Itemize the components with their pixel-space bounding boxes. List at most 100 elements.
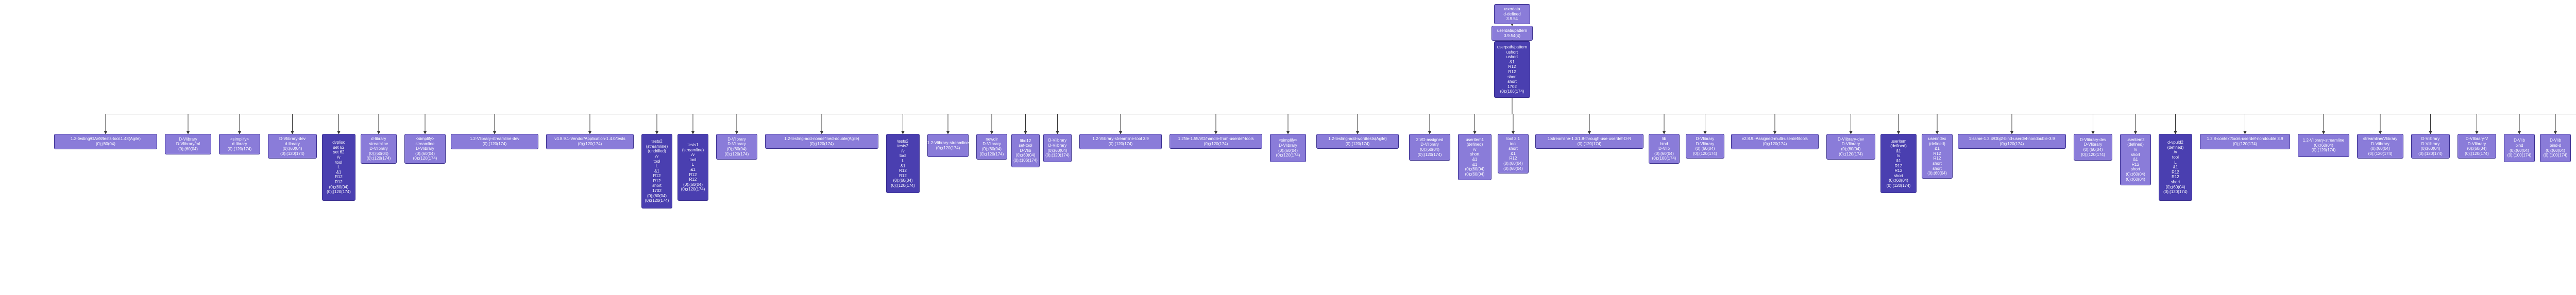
node-text: 1.2.8-context/tools-userdef-nondouble 3.… — [2207, 136, 2283, 142]
node-text: L — [902, 159, 904, 164]
node-text: (streamline) — [682, 148, 704, 153]
node-text: R12 — [335, 180, 343, 185]
node-text: (0);(60(04) — [283, 146, 302, 151]
node-text: D-Vlibrary — [369, 146, 388, 151]
node-text: (0);(120(174) — [1839, 152, 1863, 157]
node-text: 1.2-Vlibrary-streamline-dev — [470, 136, 519, 142]
tree-node: d-vpuld2(defined)/vtoolL&1R12R12short(0)… — [2159, 134, 2192, 201]
node-text: set 62 — [333, 150, 345, 155]
node-text: D-Vlibrary — [2084, 142, 2103, 147]
node-text: R12 — [899, 168, 907, 173]
node-text: streamline — [416, 142, 435, 147]
node-text: ushort — [1506, 50, 1518, 55]
tree-node: tool 3.1toolshort&1R12(0);(60(04)(0);(60… — [1498, 134, 1529, 173]
node-text: (0);(120(174) — [280, 151, 304, 157]
node-text: 3.9.54(4) — [1504, 33, 1520, 39]
node-text: (0);(120(174) — [1045, 153, 1070, 158]
node-text: short — [1470, 152, 1480, 157]
node-text: R12 — [1934, 151, 1941, 157]
node-text: D-Vlib — [1658, 146, 1670, 151]
node-text: (0);(60(04) — [2370, 146, 2390, 151]
node-text: (defined) — [2167, 145, 2184, 150]
tree-node: 1.2-Vlibrary-streamline-tool 3.9(0);(120… — [1079, 134, 1162, 149]
node-text: D-Vlibrary-dev — [1838, 137, 1864, 142]
node-text: D-Vlibrary — [1048, 143, 1067, 148]
node-text: R12 — [653, 179, 661, 184]
node-text: R12 — [1934, 156, 1941, 161]
node-text: (0);(120(174) — [1578, 142, 1602, 147]
tree-node: libbindD-Vlib(0);(60(04)(0);(100(174) — [1649, 134, 1680, 164]
node-text: set-tool — [1019, 143, 1032, 148]
node-text: (streamline) — [646, 144, 668, 149]
tree-node: 2.VD-assignedD-Vlibrary(0);(60(04)(0);(1… — [1409, 134, 1450, 161]
node-text: short — [2131, 152, 2140, 158]
node-text: (0);(120(174) — [681, 187, 705, 192]
node-text: &1 — [1896, 159, 1901, 164]
node-text: streamline — [369, 142, 388, 147]
node-text: D-Vlibrary — [2421, 142, 2440, 147]
node-text: <simplify> — [230, 137, 249, 142]
node-text: tool — [690, 158, 697, 163]
tree-node: dvpliscset 62set 62/vtoolL&1R12R12(0);(6… — [322, 134, 355, 201]
node-text: (0);(60(04) — [727, 147, 747, 152]
node-text: d-library — [371, 136, 386, 142]
node-text: useritem1 — [1466, 137, 1484, 143]
node-text: set 62 — [333, 145, 345, 150]
node-text: (0);(100(174) — [2507, 153, 2532, 158]
node-text: (0);(60(04) — [1889, 178, 1908, 183]
tree-node: D-Vlibrary-devd-library(0);(60(04)(0);(1… — [268, 134, 317, 159]
node-text: (defined) — [1929, 142, 1945, 147]
tree-node: useritem(defined)&1/v&1R12R12short(0);(6… — [1880, 134, 1917, 193]
node-text: (0);(120(174) — [725, 152, 749, 157]
tree-node: 1.2-testing-add-nondefined-double(Agile)… — [765, 134, 878, 149]
tree-node: D-VlibraryD-Vlibrary(0);(60(04)(0);(120(… — [1686, 134, 1724, 159]
node-text: (0);(120(174) — [2465, 151, 2489, 157]
node-text: (0);(60(04) — [1420, 147, 1439, 152]
node-text: (0);(60(04) — [2510, 148, 2529, 153]
node-text: (0);(120(174) — [936, 146, 960, 151]
node-text: &1 — [1472, 157, 1478, 162]
node-text: (0);(120(174) — [891, 183, 915, 188]
node-text: short — [2131, 167, 2140, 172]
node-text: (0);(60(04) — [2467, 146, 2487, 151]
node-text: (0);(120(174) — [2233, 142, 2257, 147]
node-text: tool — [900, 153, 906, 159]
tree-node: D-VlibraryD-Vlibrary(0);(60(04)(0);(120(… — [1043, 134, 1072, 162]
node-text: R12 — [1895, 164, 1903, 169]
tree-node: 1.2.8-context/tools-userdef-nondouble 3.… — [2200, 134, 2290, 149]
node-text: (0);(60(04) — [1503, 161, 1523, 166]
node-text: /v — [1897, 153, 1900, 159]
node-text: userdata/pattern — [1497, 28, 1527, 33]
node-text: (0);(100(174) — [1652, 156, 1676, 161]
node-text: (0);(60(04) — [2166, 185, 2185, 190]
tree-node: 1.2-Vlibrary-streamline(0);(60(04)(0);(1… — [2298, 134, 2349, 157]
node-text: 1.2-Vlibrary-streamline-tool 3.9 — [1092, 136, 1148, 142]
tree-node: D-Vlibbind(0);(60(04)(0);(100(174) — [2504, 134, 2535, 162]
tree-node: 1:streamline-1.3/1.8-through-use-userdef… — [1535, 134, 1643, 149]
node-text: D-Vlibrary — [2421, 136, 2440, 142]
tree-node: D-Vlibrary-devD-Vlibrary(0);(60(04)(0);(… — [1826, 134, 1875, 160]
tree-node: 1:same-1.2.4/Obj2-bind-userdef-nondouble… — [1958, 134, 2066, 149]
node-text: D-Vlibrary — [416, 146, 434, 151]
tree-node: 1.2-Vlibrary-streamline-dev(0);(120(174) — [451, 134, 538, 149]
node-text: (0);(60(04) — [1048, 148, 1067, 153]
node-text: tests2 — [897, 139, 908, 144]
node-text: &1 — [1896, 149, 1901, 154]
node-text: short — [1507, 79, 1517, 84]
tree-node: useritem2(defined)/vshort&1R12short(0);(… — [2120, 134, 2151, 185]
node-text: userpath/pattern — [1497, 45, 1527, 50]
tree-node: 1:2file-1.55/VD/handle-from-userdef-tool… — [1170, 134, 1262, 149]
tree-node: tests1(streamline)/vtoolL&1R12R12(0);(60… — [677, 134, 708, 201]
node-text: D-Vlibrary — [1696, 136, 1715, 142]
node-text: d-vpuld2 — [2167, 140, 2183, 145]
node-text: &1 — [2173, 165, 2178, 170]
tree-node: v2.8.9.-Assigned-multi-userdef/tools(0);… — [1731, 134, 1819, 149]
node-text: (0);(60(04) — [982, 147, 1002, 152]
node-text: 1.2-Vlibrary-streamline — [927, 141, 969, 146]
node-text: D-Vlibrary — [2371, 142, 2389, 147]
node-text: (defined) — [2127, 142, 2144, 147]
node-text: (0);(120(174) — [1346, 142, 1370, 147]
node-text: useritem2 — [2126, 137, 2144, 143]
node-text: dvplisc — [332, 140, 345, 145]
node-text: (0);(120(174) — [645, 198, 669, 203]
